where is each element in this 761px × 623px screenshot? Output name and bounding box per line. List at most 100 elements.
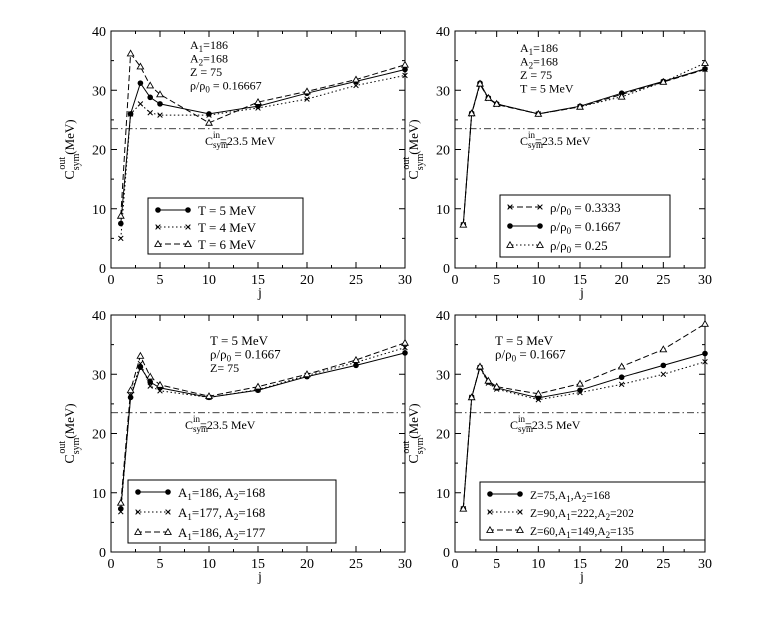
y-axis-label: Csymout(MeV) xyxy=(401,119,426,179)
series-3 xyxy=(459,58,709,228)
data-point xyxy=(303,370,311,378)
legend-marker xyxy=(135,509,141,515)
x-tick-label: 5 xyxy=(493,273,500,288)
annotation-text: ρ/ρ0 = 0.1667 xyxy=(495,347,566,364)
chart-panel-1: 0 5 10 15 20 25 30 0 10 20 30 40 j Csymout(MeV) Csymin… xyxy=(57,25,412,301)
data-point xyxy=(127,392,134,399)
series-3 xyxy=(459,319,709,512)
data-point xyxy=(147,110,153,116)
annotation-text: T = 5 MeV xyxy=(495,333,554,348)
y-tick-label: 40 xyxy=(436,25,450,40)
data-point xyxy=(255,105,261,111)
data-point xyxy=(476,362,484,370)
data-point xyxy=(157,112,163,118)
y-tick-label: 0 xyxy=(443,262,450,277)
y-axis-label: Csymout(MeV) xyxy=(401,403,426,463)
data-point xyxy=(660,371,667,378)
data-point xyxy=(118,235,124,242)
data-point xyxy=(467,393,476,401)
legend-marker xyxy=(154,239,162,247)
x-axis-label: j xyxy=(579,570,584,585)
data-point xyxy=(205,118,213,126)
legend-label: Z=90,A1=222,A2=202 xyxy=(530,508,634,522)
y-tick-label: 30 xyxy=(92,368,106,383)
x-tick-label: 30 xyxy=(698,273,712,288)
annotation-text: Z = 75 xyxy=(190,65,222,79)
legend-label: T = 6 MeV xyxy=(198,237,257,252)
legend-marker xyxy=(184,239,192,247)
data-point xyxy=(136,351,145,359)
reference-line-label: Csymin=23.5 MeV xyxy=(205,130,276,150)
data-point xyxy=(618,381,625,388)
legend-label: A1=177, A2=168 xyxy=(178,505,265,522)
x-axis-label: j xyxy=(579,286,584,301)
legend-marker xyxy=(487,509,493,515)
data-point xyxy=(116,211,125,219)
annotation-text: A1=186 xyxy=(520,41,558,57)
data-point xyxy=(147,383,153,389)
data-point xyxy=(576,102,584,110)
data-point xyxy=(576,379,584,387)
chart-panel-2: 0 5 10 15 20 25 30 0 10 20 30 40 j Csymout(MeV) Csymin… xyxy=(401,25,712,301)
x-tick-label: 0 xyxy=(452,557,459,572)
data-point xyxy=(157,388,163,394)
data-point xyxy=(127,394,134,401)
y-tick-label: 30 xyxy=(436,84,450,99)
data-point xyxy=(206,111,212,117)
x-tick-label: 5 xyxy=(157,557,164,572)
legend-marker xyxy=(134,527,142,535)
data-point xyxy=(402,66,408,73)
x-tick-label: 25 xyxy=(349,273,363,288)
data-point xyxy=(401,338,409,346)
series-line xyxy=(120,342,406,503)
reference-line-label: Csymin=23.5 MeV xyxy=(510,414,581,434)
data-point xyxy=(156,90,164,98)
data-point xyxy=(352,355,360,363)
data-point xyxy=(118,508,124,515)
data-point xyxy=(701,319,709,327)
series-line xyxy=(462,323,706,509)
y-tick-label: 10 xyxy=(92,487,106,502)
y-axis-label: Csymout(MeV) xyxy=(57,119,82,179)
data-point xyxy=(137,360,144,367)
data-point xyxy=(402,350,408,356)
data-point xyxy=(206,112,212,118)
legend-label: A1=186, A2=168 xyxy=(178,485,265,502)
data-point xyxy=(401,60,409,68)
x-tick-label: 15 xyxy=(573,273,587,288)
data-point xyxy=(659,77,668,85)
y-tick-label: 20 xyxy=(92,428,106,443)
data-point xyxy=(156,380,164,388)
data-point xyxy=(118,220,124,227)
x-tick-label: 25 xyxy=(656,273,670,288)
series-2 xyxy=(118,72,408,242)
y-tick-label: 40 xyxy=(92,309,106,324)
x-tick-label: 15 xyxy=(573,557,587,572)
data-point xyxy=(492,382,501,390)
data-point xyxy=(254,382,262,390)
data-point xyxy=(484,93,493,101)
x-tick-label: 20 xyxy=(300,557,314,572)
x-tick-label: 5 xyxy=(493,557,500,572)
y-tick-label: 40 xyxy=(92,25,106,40)
series-3 xyxy=(116,338,409,506)
legend-marker xyxy=(185,224,191,230)
series-line xyxy=(120,347,406,512)
data-point xyxy=(147,379,153,385)
legend-marker xyxy=(164,527,172,535)
data-point xyxy=(484,376,493,384)
annotation-text: A1=186 xyxy=(190,38,228,54)
x-tick-label: 15 xyxy=(251,273,265,288)
legend-label: ρ/ρ0 = 0.1667 xyxy=(550,219,621,236)
legend-marker xyxy=(486,525,494,533)
y-tick-label: 0 xyxy=(99,546,106,561)
legend: A1=186, A2=168 A1=177, A2=168 A1=186, A2=1… xyxy=(127,479,337,544)
data-point xyxy=(459,504,468,512)
data-point xyxy=(116,498,125,506)
legend-label: Z=75,A1,A2=168 xyxy=(530,490,610,504)
y-tick-label: 0 xyxy=(99,262,106,277)
x-tick-label: 0 xyxy=(108,273,115,288)
legend-marker xyxy=(507,204,513,210)
legend-marker xyxy=(165,489,171,495)
